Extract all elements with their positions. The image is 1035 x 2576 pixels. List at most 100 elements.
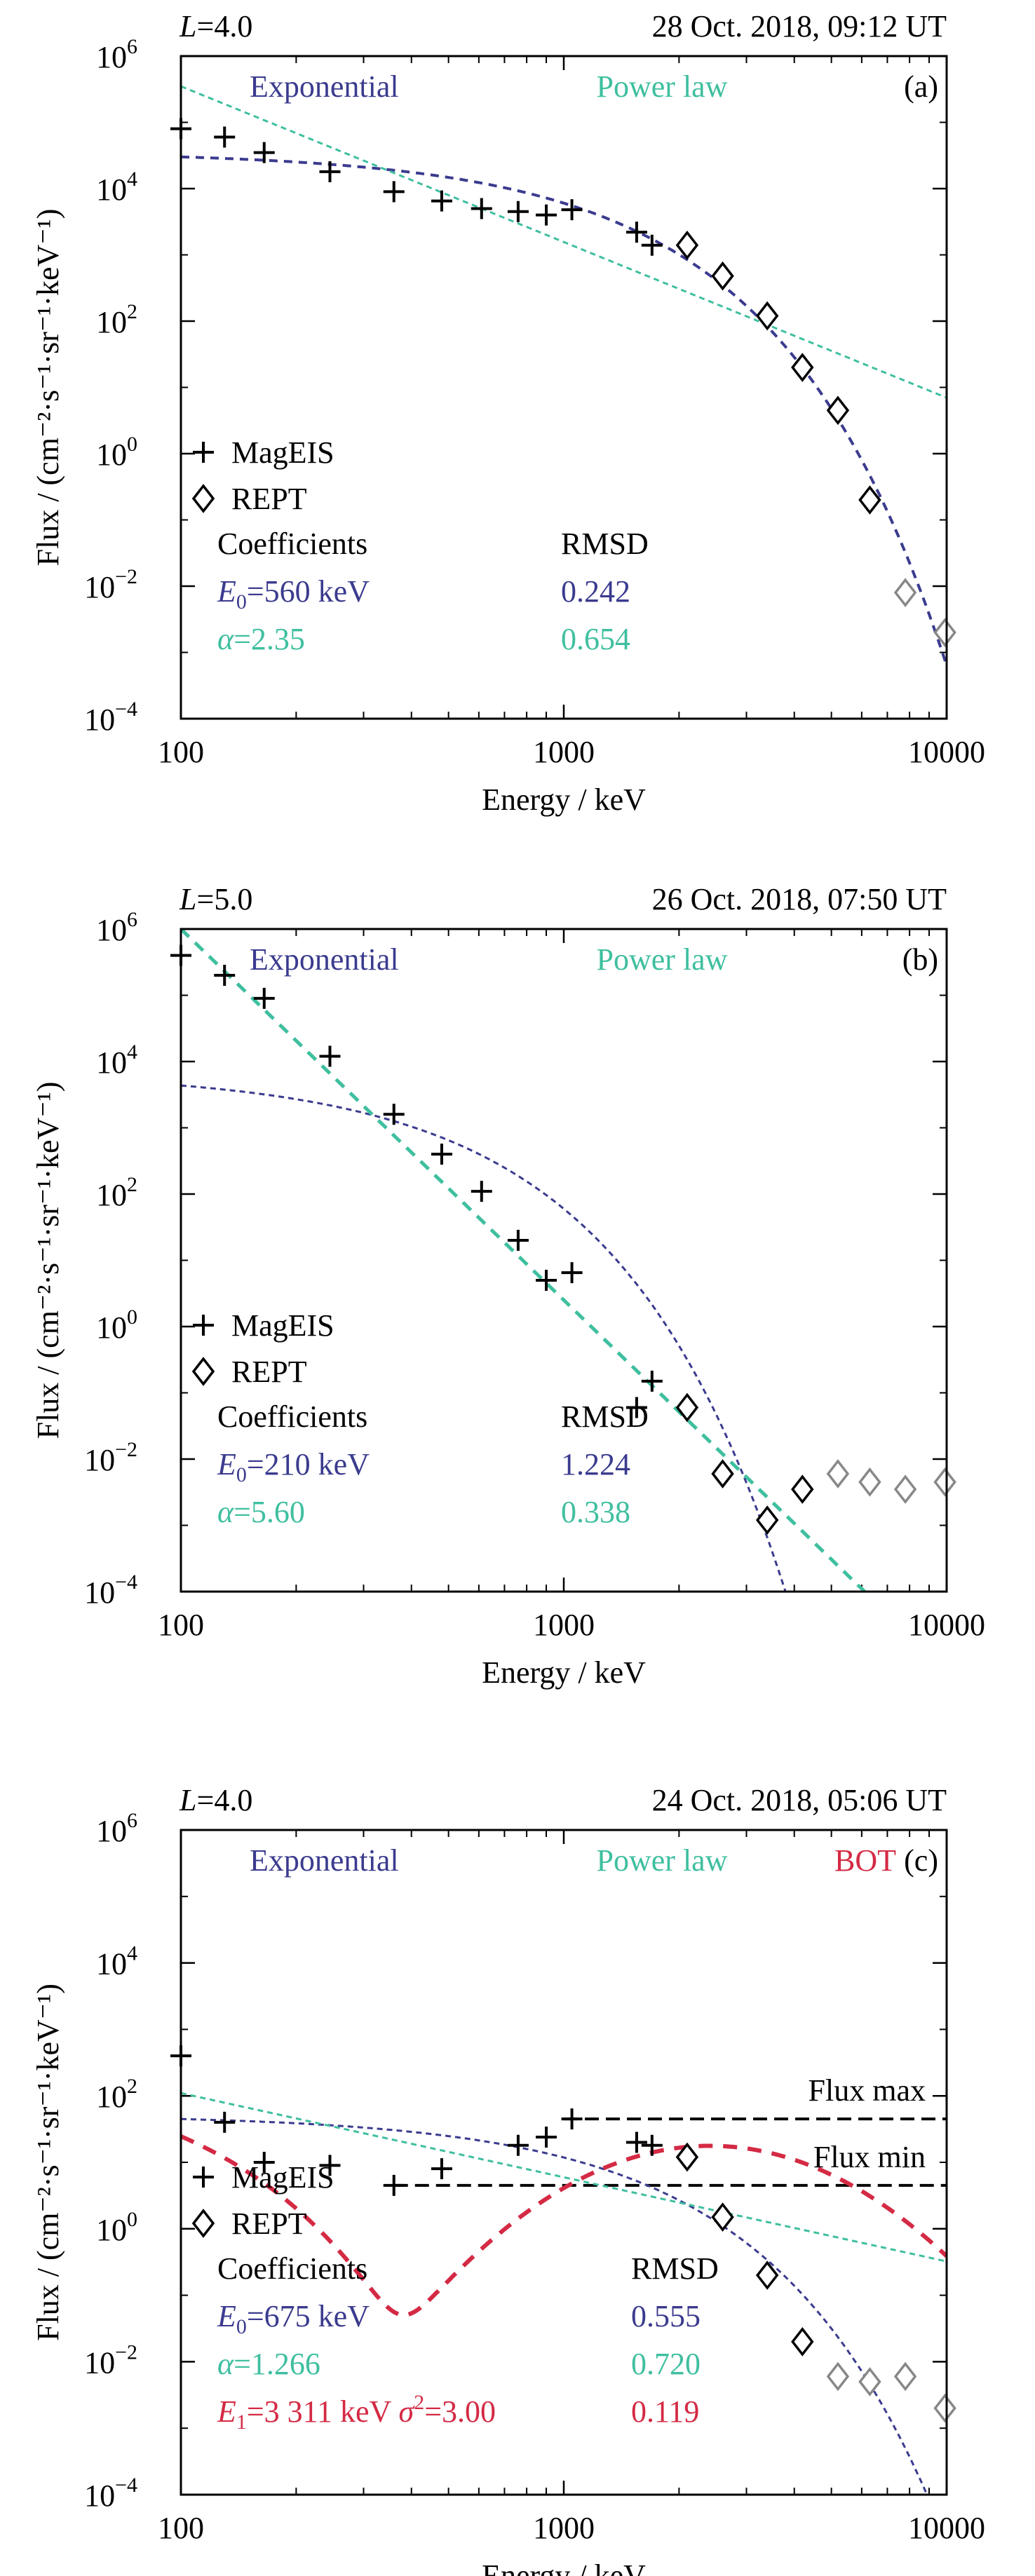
rmsd-value: 0.119 <box>631 2394 699 2429</box>
coefficient-subscript: 1 <box>236 2411 247 2434</box>
data-point-magEIS <box>253 142 275 163</box>
data-point-rept <box>711 1459 734 1489</box>
y-tick-label: 106 <box>96 1809 137 1848</box>
fit-curve-power-law <box>181 2092 947 2263</box>
rmsd-value: 0.720 <box>631 2347 701 2381</box>
data-point-magEIS <box>471 198 492 219</box>
data-point-rept <box>755 2260 779 2290</box>
y-tick-base: 10 <box>96 172 127 207</box>
series-label: Exponential <box>250 1843 399 1878</box>
y-tick-base: 10 <box>96 1045 127 1080</box>
coefficient-value: E0=560 keV <box>217 574 370 614</box>
data-point-magEIS <box>214 2111 236 2133</box>
y-tick-label: 100 <box>96 433 137 472</box>
data-point-rept <box>711 261 734 291</box>
plot-frame <box>180 928 948 1593</box>
x-tick-label: 100 <box>158 735 204 769</box>
y-tick-base: 10 <box>96 1814 127 1848</box>
header-left: L=4.0 <box>179 1783 252 1817</box>
coefficient-value: α=1.266 <box>217 2347 320 2381</box>
header-l-value: 5.0 <box>214 882 252 916</box>
y-tick-label: 10−4 <box>84 1571 137 1610</box>
data-point-magEIS <box>431 1144 452 1165</box>
data-point-magEIS <box>641 2134 663 2156</box>
y-tick-base: 10 <box>84 570 115 604</box>
rmsd-value: 0.242 <box>561 574 630 609</box>
y-tick-exp: 6 <box>127 35 137 58</box>
legend-marker <box>193 2167 214 2188</box>
y-tick-base: 10 <box>96 1947 127 1981</box>
data-point-rept <box>826 2361 850 2392</box>
data-point-rept <box>791 2327 814 2357</box>
series-label: Power law <box>597 942 728 977</box>
header-l-eq: = <box>196 1783 214 1817</box>
x-tick-label: 100 <box>158 2511 204 2545</box>
coefficient-symbol: α <box>217 622 234 656</box>
coefficients-title: Coefficients <box>217 2251 367 2286</box>
data-point-rept <box>755 301 779 331</box>
rmsd-value: 1.224 <box>561 1447 630 1482</box>
data-point-magEIS <box>383 181 405 203</box>
coefficient-symbol: E <box>217 2299 236 2333</box>
coefficient-symbol: E <box>217 2394 236 2429</box>
data-point-magEIS <box>253 2152 275 2173</box>
y-tick-label: 10−2 <box>84 2340 137 2380</box>
panel-label: (a) <box>904 69 938 104</box>
data-point-rept <box>893 1475 917 1504</box>
y-tick-base: 10 <box>96 913 127 947</box>
data-point-magEIS <box>383 2174 405 2196</box>
coefficient-value: E0=210 keV <box>217 1447 370 1486</box>
rmsd-title: RMSD <box>631 2251 719 2286</box>
y-tick-label: 10−2 <box>84 565 137 604</box>
y-tick-exp: 4 <box>127 1942 137 1965</box>
y-tick-label: 104 <box>96 1040 137 1080</box>
fit-curve-power-law <box>181 929 867 1592</box>
data-point-magEIS <box>431 190 452 212</box>
data-point-magEIS <box>641 234 663 256</box>
data-point-magEIS <box>507 2134 529 2156</box>
y-tick-label: 104 <box>96 168 137 207</box>
data-point-rept <box>933 1467 956 1497</box>
reference-line-label: Flux max <box>809 2073 926 2108</box>
y-tick-exp: 0 <box>127 2208 137 2231</box>
y-tick-exp: 6 <box>127 908 137 931</box>
data-point-magEIS <box>383 1104 405 1125</box>
y-tick-exp: −4 <box>115 2474 137 2497</box>
y-tick-exp: 2 <box>127 300 137 323</box>
rmsd-value: 0.555 <box>631 2299 701 2333</box>
y-tick-exp: 4 <box>127 1040 137 1064</box>
y-tick-label: 106 <box>96 908 137 947</box>
y-tick-label: 10−4 <box>84 698 137 737</box>
data-point-rept <box>711 2202 734 2232</box>
panel-label: (c) <box>904 1843 938 1878</box>
data-point-magEIS <box>561 1262 583 1284</box>
header-right: 24 Oct. 2018, 05:06 UT <box>652 1783 947 1817</box>
coefficient-subscript: 0 <box>236 1463 247 1486</box>
data-point-magEIS <box>641 1370 663 1392</box>
data-point-magEIS <box>507 201 529 222</box>
coefficients-title: Coefficients <box>217 1399 367 1434</box>
legend-label: MagEIS <box>231 2160 334 2195</box>
y-tick-exp: 6 <box>127 1809 137 1832</box>
y-tick-base: 10 <box>84 1575 115 1610</box>
coefficient-text: =1.266 <box>234 2347 320 2381</box>
y-tick-base: 10 <box>84 2345 115 2380</box>
legend-label: MagEIS <box>231 435 334 470</box>
plot-area <box>181 2092 947 2495</box>
legend-label: MagEIS <box>231 1308 334 1343</box>
data-point-rept <box>826 395 850 426</box>
y-tick-exp: 0 <box>127 1306 137 1329</box>
x-tick-label: 1000 <box>533 735 595 769</box>
legend-label: REPT <box>231 2206 307 2241</box>
data-point-rept <box>675 230 699 260</box>
y-tick-label: 102 <box>96 300 137 339</box>
data-point-magEIS <box>319 1045 341 1067</box>
coefficient-extra-text: =3.00 <box>424 2394 496 2429</box>
fit-curve-exponential <box>181 1084 787 1592</box>
y-tick-label: 102 <box>96 2075 137 2114</box>
fit-curve-exponential <box>181 155 947 666</box>
coefficient-text: =675 keV <box>247 2299 370 2333</box>
legend-marker <box>191 484 215 513</box>
